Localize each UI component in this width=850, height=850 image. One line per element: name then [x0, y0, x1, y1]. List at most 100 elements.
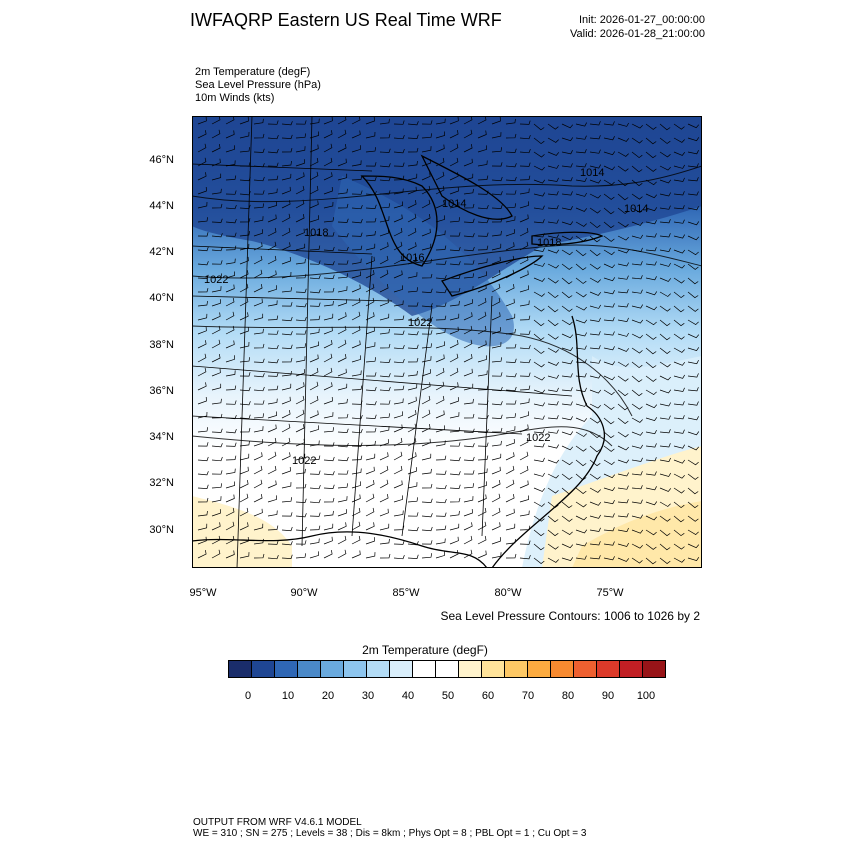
colorbar-cell [344, 661, 367, 677]
wind-barb [617, 459, 630, 464]
wind-barb [547, 501, 559, 509]
wind-barb [197, 536, 207, 545]
wind-barb [309, 410, 319, 419]
wind-barb [631, 557, 643, 564]
wind-barb [547, 263, 559, 269]
wind-barb [211, 428, 223, 433]
wind-barb [323, 442, 335, 447]
colorbar-cell [482, 661, 505, 677]
wind-barb [547, 529, 559, 537]
wind-barb [267, 411, 277, 419]
wind-barb [533, 501, 545, 507]
wind-barb [659, 557, 671, 564]
wind-barb [519, 480, 529, 489]
wind-barb [295, 133, 307, 139]
wind-barb [561, 416, 573, 421]
wind-barb [645, 417, 658, 422]
wind-barb [463, 383, 474, 391]
wind-barb [449, 412, 460, 419]
wind-barb [407, 173, 418, 181]
wind-barb [491, 427, 503, 433]
wind-barb [253, 553, 265, 559]
colorbar-tick-label: 40 [401, 690, 415, 702]
wind-barb [351, 340, 361, 349]
wind-barb [449, 274, 461, 279]
wind-barb [407, 452, 417, 461]
wind-barb [547, 444, 560, 449]
wind-barb [197, 274, 209, 279]
wind-barb [631, 289, 643, 294]
wind-barb [337, 312, 347, 321]
wind-barb [435, 171, 445, 181]
wind-barb [281, 173, 292, 181]
wind-barb [687, 347, 700, 352]
wind-barb [295, 382, 305, 391]
wind-barb [575, 235, 587, 242]
wind-barb [239, 480, 249, 489]
wind-barb [645, 543, 657, 550]
wind-barb [435, 131, 445, 139]
wind-barb [379, 190, 391, 195]
wind-barb [533, 529, 545, 537]
wind-barb [281, 423, 291, 433]
wind-barb [421, 330, 433, 335]
wind-barb [365, 326, 375, 335]
wind-barb [449, 232, 461, 237]
lat-label: 46°N [149, 154, 174, 166]
wind-barb [337, 286, 348, 293]
wind-barb [365, 204, 377, 209]
wind-barb [645, 529, 657, 536]
wind-barb [239, 401, 251, 406]
wind-barb [659, 165, 671, 171]
wind-barb [575, 135, 587, 140]
wind-barb [421, 120, 433, 125]
wind-barb [589, 501, 602, 506]
wind-barb [547, 543, 559, 550]
colorbar-tick-label: 90 [601, 690, 615, 702]
wind-barb [393, 162, 405, 167]
colorbar-cell [436, 661, 459, 677]
wind-barb [561, 333, 574, 339]
wind-barb [463, 273, 475, 279]
wind-barb [225, 385, 237, 391]
wind-barb [309, 144, 319, 153]
wind-barb [295, 343, 307, 349]
wind-barb [687, 459, 699, 466]
wind-barb [253, 479, 263, 489]
wind-barb [491, 480, 501, 489]
wind-barb [365, 147, 377, 153]
wind-barb [421, 343, 433, 349]
wind-barb [323, 550, 333, 559]
wind-barb [435, 410, 445, 419]
wind-barb [365, 466, 375, 475]
wind-barb [561, 191, 573, 196]
colorbar-cell [528, 661, 551, 677]
wind-barb [267, 255, 277, 265]
wind-barb [631, 431, 644, 436]
wind-barb [365, 162, 377, 167]
colorbar-cell [321, 661, 344, 677]
wind-barb [337, 158, 347, 167]
wind-barb [351, 271, 361, 279]
wind-barb [197, 217, 208, 223]
wind-barb [659, 291, 671, 297]
wind-barb [533, 123, 545, 131]
wind-barb [379, 269, 389, 279]
wind-barb [547, 557, 559, 563]
wind-barb [519, 344, 531, 350]
wind-barb [337, 428, 349, 433]
wind-barb [533, 402, 546, 407]
wind-barb [323, 471, 335, 476]
wind-barb [673, 459, 686, 464]
wind-barb [561, 347, 574, 352]
wind-barb [197, 411, 208, 419]
wind-barb [309, 440, 320, 447]
wind-barb [309, 512, 321, 517]
wind-barb [295, 159, 305, 167]
wind-barb [449, 340, 459, 349]
wind-barb [561, 387, 573, 392]
wind-barb [659, 415, 671, 420]
wind-barb [673, 177, 685, 182]
wind-barb [449, 367, 459, 377]
wind-barb [225, 355, 235, 363]
